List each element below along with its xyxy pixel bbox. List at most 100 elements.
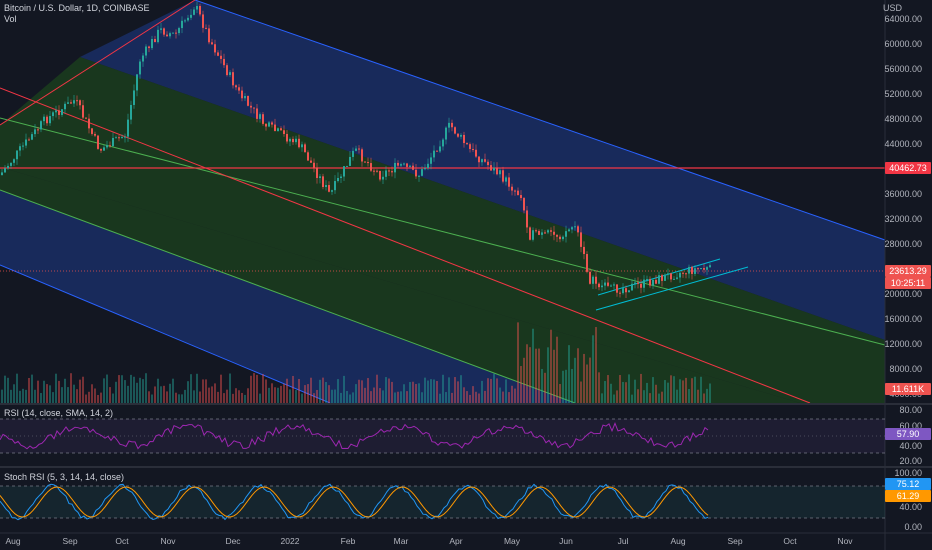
channel-top-line[interactable]: [194, 0, 886, 241]
candle-body: [7, 165, 9, 169]
volume-bar: [61, 387, 63, 403]
volume-bar: [628, 374, 630, 403]
candle-body: [139, 61, 141, 75]
candle-body: [178, 28, 180, 34]
volume-bar: [166, 391, 168, 403]
rsi-legend[interactable]: RSI (14, close, SMA, 14, 2): [4, 408, 114, 418]
candle-body: [289, 138, 291, 142]
candle-body: [535, 230, 537, 232]
candle-body: [157, 29, 159, 43]
chart-title[interactable]: Bitcoin / U.S. Dollar, 1D, COINBASE: [4, 3, 150, 13]
candle-body: [457, 133, 459, 137]
candle-body: [217, 52, 219, 56]
candle-body: [499, 170, 501, 175]
volume-bar: [271, 383, 273, 403]
candle-body: [388, 170, 390, 172]
volume-bar: [364, 387, 366, 403]
candle-body: [427, 163, 429, 169]
stoch-k-line[interactable]: [0, 483, 709, 521]
candle-body: [439, 146, 441, 152]
candle-body: [397, 162, 399, 166]
candle-body: [358, 148, 360, 150]
volume-bar: [508, 392, 510, 403]
channel-mid-lower-line[interactable]: [0, 189, 576, 404]
candle-body: [136, 74, 138, 91]
volume-bar: [346, 390, 348, 403]
volume-bar: [556, 336, 558, 403]
candlestick-series[interactable]: [1, 1, 711, 298]
candle-body: [640, 283, 642, 288]
candle-body: [187, 17, 189, 21]
candle-body: [394, 162, 396, 173]
channel-mid-upper-line[interactable]: [0, 117, 886, 346]
volume-bar: [661, 391, 663, 403]
volume-bar: [448, 377, 450, 403]
volume-tag: 11.611K: [885, 383, 931, 395]
volume-bar: [514, 388, 516, 403]
candle-body: [490, 165, 492, 171]
candle-body: [49, 116, 51, 124]
price-axis-label: 64000.00: [884, 14, 922, 24]
candle-body: [283, 130, 285, 134]
volume-bar: [28, 377, 30, 403]
volume-bar: [586, 364, 588, 403]
stoch-legend[interactable]: Stoch RSI (5, 3, 14, 14, close): [4, 472, 125, 482]
candle-body: [631, 283, 633, 291]
candle-body: [253, 107, 255, 109]
wedge-lower-line[interactable]: [595, 266, 749, 311]
volume-legend[interactable]: Vol: [4, 14, 17, 24]
stoch-axis-label: 0.00: [904, 522, 922, 532]
volume-bar: [190, 374, 192, 403]
candle-body: [703, 268, 705, 270]
candle-body: [268, 122, 270, 127]
candle-body: [298, 138, 300, 148]
candle-body: [421, 169, 423, 176]
stoch-d-line[interactable]: [0, 486, 709, 518]
candle-body: [220, 55, 222, 59]
volume-bar: [385, 377, 387, 403]
volume-bar: [25, 389, 27, 403]
volume-bar: [382, 390, 384, 403]
volume-bar: [649, 393, 651, 403]
candle-body: [607, 282, 609, 286]
rsi-line[interactable]: [0, 422, 709, 450]
volume-bar: [220, 374, 222, 403]
candle-body: [292, 138, 294, 143]
time-axis-label: Nov: [160, 536, 176, 546]
candle-body: [346, 165, 348, 167]
candle-body: [496, 167, 498, 175]
candle-body: [208, 28, 210, 43]
candle-body: [514, 190, 516, 192]
candle-body: [265, 123, 267, 127]
volume-bar: [79, 379, 81, 403]
channel-median-line[interactable]: [0, 87, 811, 404]
volume-bar: [535, 348, 537, 403]
candle-body: [598, 283, 600, 288]
volume-bar: [502, 391, 504, 403]
candle-body: [322, 176, 324, 188]
volume-bar: [241, 392, 243, 403]
candle-body: [118, 137, 120, 139]
candle-body: [403, 163, 405, 165]
volume-bar: [223, 393, 225, 403]
volume-bar: [211, 386, 213, 403]
volume-bar: [235, 388, 237, 403]
volume-bar: [46, 384, 48, 403]
volume-bar: [664, 380, 666, 403]
candle-body: [316, 167, 318, 178]
channel-bottom-line[interactable]: [0, 264, 331, 404]
candle-body: [202, 14, 204, 28]
wedge-trend-line[interactable]: [0, 0, 196, 126]
candle-body: [532, 230, 534, 240]
channel-inner-green-lower: [0, 167, 800, 403]
volume-bar: [343, 375, 345, 403]
candle-body: [670, 273, 672, 280]
candle-body: [655, 279, 657, 284]
candle-body: [94, 133, 96, 136]
volume-bar: [550, 329, 552, 403]
volume-bar: [517, 322, 519, 403]
volume-bar: [391, 381, 393, 403]
candle-body: [436, 150, 438, 152]
candle-body: [259, 114, 261, 119]
